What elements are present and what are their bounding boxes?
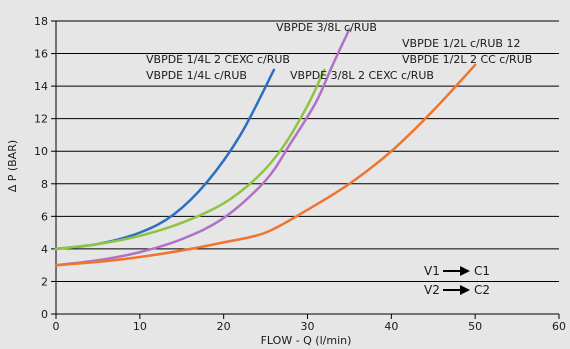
y-tick-labels: 0 2 4 6 8 10 12 14 16 18	[34, 15, 56, 321]
y-tick-label: 12	[34, 113, 48, 126]
arrow-right-icon	[443, 266, 470, 276]
y-tick-label: 4	[41, 243, 48, 256]
y-tick-label: 18	[34, 15, 48, 28]
legend-from-1: V1	[424, 264, 440, 278]
x-tick-label: 10	[133, 320, 147, 333]
annotation-vbpde-3-8l: VBPDE 3/8L c/RUB	[276, 21, 377, 34]
x-tick-label: 50	[468, 320, 482, 333]
y-tick-label: 8	[41, 178, 48, 191]
series-line-2	[54, 68, 326, 251]
legend-to-2: C2	[474, 283, 490, 297]
annotation-vbpde-1-2l: VBPDE 1/2L c/RUB 12	[402, 37, 520, 50]
annotation-vbpde-1-4l: VBPDE 1/4L c/RUB	[146, 69, 247, 82]
x-tick-label: 40	[384, 320, 398, 333]
annotation-vbpde-1-2l-2-cc: VBPDE 1/2L 2 CC c/RUB	[402, 53, 532, 66]
x-tick-label: 20	[217, 320, 231, 333]
y-axis-label: ∆ P (BAR)	[6, 140, 19, 193]
series-lines	[54, 27, 477, 267]
legend: V1 C1 V2 C2	[424, 264, 490, 297]
y-tick-label: 10	[34, 145, 48, 158]
y-tick-label: 0	[41, 308, 48, 321]
x-tick-label: 0	[53, 320, 60, 333]
y-tick-label: 14	[34, 80, 48, 93]
y-tick-label: 6	[41, 210, 48, 223]
arrow-right-icon	[443, 285, 470, 295]
legend-from-2: V2	[424, 283, 440, 297]
series-line-4	[54, 63, 477, 267]
x-axis-label: FLOW - Q (l/min)	[261, 334, 352, 347]
x-tick-labels: 0 10 20 30 40 50 60	[53, 314, 566, 333]
legend-to-1: C1	[474, 264, 490, 278]
series-line-3	[54, 27, 351, 267]
annotation-vbpde-1-4l-2-cexc: VBPDE 1/4L 2 CEXC c/RUB	[146, 53, 290, 66]
annotation-vbpde-3-8l-2-cexc: VBPDE 3/8L 2 CEXC c/RUB	[290, 69, 434, 82]
y-tick-label: 2	[41, 275, 48, 288]
x-tick-label: 60	[552, 320, 566, 333]
x-tick-label: 30	[301, 320, 315, 333]
y-tick-label: 16	[34, 48, 48, 61]
